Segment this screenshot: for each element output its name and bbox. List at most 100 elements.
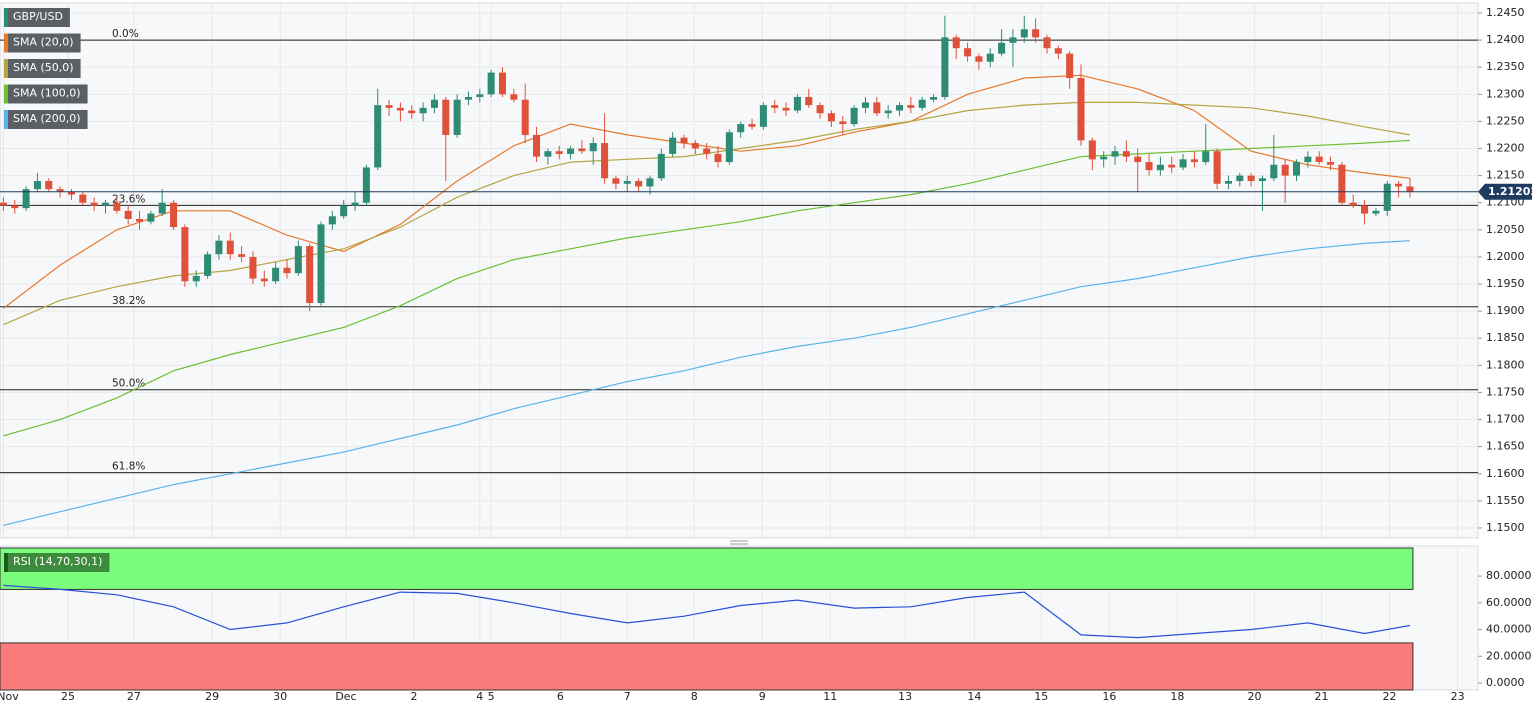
y-tick-label: 1.1750 [1486, 385, 1525, 398]
candle-body [385, 105, 393, 108]
candle-body [680, 137, 688, 144]
x-tick-label: 20 [1248, 690, 1262, 703]
candle-body [419, 107, 427, 114]
candle-body [839, 121, 847, 125]
candle-body [11, 205, 19, 209]
candle-body [1395, 183, 1403, 187]
candle-body [33, 181, 41, 190]
candle-body [533, 134, 541, 157]
candle-body [691, 143, 699, 149]
candle-body [113, 202, 121, 211]
x-tick-label: 27 [127, 690, 141, 703]
candle-body [476, 94, 484, 98]
candle-body [895, 105, 904, 111]
candle-body [1168, 164, 1176, 168]
y-tick-label: 1.1650 [1486, 440, 1525, 453]
candle-body [374, 105, 382, 168]
candle-body [498, 72, 507, 95]
candle-body [1270, 164, 1278, 179]
candle-body [464, 97, 472, 100]
y-tick-label: 1.1900 [1486, 304, 1525, 317]
candle-body [646, 178, 654, 187]
y-tick-label: 0.0000 [1486, 676, 1525, 689]
legend-swatch [4, 553, 8, 572]
candle-body [918, 99, 926, 108]
candle-body [1088, 140, 1096, 160]
candle-body [567, 148, 575, 154]
y-tick-label: 1.2200 [1486, 142, 1525, 155]
candle-body [1406, 186, 1414, 192]
candle-body [306, 246, 314, 303]
candle-body [192, 275, 200, 282]
candle-body [1145, 162, 1153, 171]
y-tick-label: 40.0000 [1486, 623, 1532, 636]
legend-box [4, 33, 81, 53]
candle-body [158, 202, 166, 214]
last-price-tag [1478, 183, 1532, 200]
candle-body [1054, 48, 1062, 54]
candle-body [578, 148, 586, 152]
x-tick-label: 4 [476, 690, 483, 703]
y-tick-label: 1.1550 [1486, 494, 1525, 507]
candle-body [1338, 164, 1346, 203]
candle-body [1202, 151, 1210, 163]
y-tick-label: 1.2450 [1486, 6, 1525, 19]
candle-body [45, 181, 53, 190]
legend-box [4, 59, 81, 78]
candle-body [510, 94, 518, 100]
x-tick-label: Dec [335, 690, 356, 703]
legend-box [4, 8, 70, 27]
x-tick-label: 25 [61, 690, 75, 703]
candle-body [725, 132, 733, 163]
candle-body [1213, 151, 1221, 184]
candle-body [90, 202, 98, 206]
candle-body [850, 107, 858, 125]
legend-swatch [4, 84, 8, 104]
candle-body [1292, 162, 1301, 176]
candle-body [612, 178, 620, 184]
candle-body [714, 153, 722, 163]
candle-body [623, 181, 631, 184]
candle-body [1190, 159, 1198, 163]
candle-body [1100, 156, 1108, 160]
candle-body [669, 137, 677, 154]
candle-body [1383, 183, 1391, 211]
y-tick-label: 1.2300 [1486, 87, 1525, 100]
candle-body [1066, 53, 1074, 79]
candle-body [1111, 151, 1119, 157]
candle-body [67, 191, 75, 195]
candle-body [1349, 202, 1357, 206]
candle-body [1122, 151, 1130, 157]
sma-line [3, 101, 1411, 326]
y-tick-label: 1.2350 [1486, 60, 1525, 73]
candle-body [589, 143, 597, 152]
x-tick-label: 9 [759, 690, 766, 703]
candle-body [317, 224, 325, 303]
fib-label: 0.0% [112, 28, 139, 40]
candle-body [952, 37, 960, 49]
x-tick-label: 5 [488, 690, 495, 703]
candle-body [998, 42, 1006, 54]
y-tick-label: 1.1850 [1486, 331, 1525, 344]
candle-body [22, 189, 30, 209]
legend-label: GBP/USD [13, 10, 63, 23]
candle-body [793, 97, 801, 111]
legend-box [4, 553, 110, 572]
candle-body [555, 151, 563, 154]
candle-body [1315, 156, 1323, 163]
candle-body [1361, 205, 1369, 214]
legend-swatch [4, 8, 8, 27]
x-tick-label: 21 [1314, 690, 1328, 703]
legend-box [4, 110, 88, 129]
y-tick-label: 1.2150 [1486, 169, 1525, 182]
candle-body [1236, 175, 1244, 182]
legend-label: SMA (50,0) [13, 61, 74, 74]
candle-body [759, 105, 767, 127]
x-tick-label: 6 [557, 690, 564, 703]
x-tick-label: 8 [691, 690, 698, 703]
candle-body [136, 218, 144, 222]
candle-body [1258, 178, 1266, 182]
candle-body [453, 99, 461, 135]
candle-body [748, 124, 756, 127]
